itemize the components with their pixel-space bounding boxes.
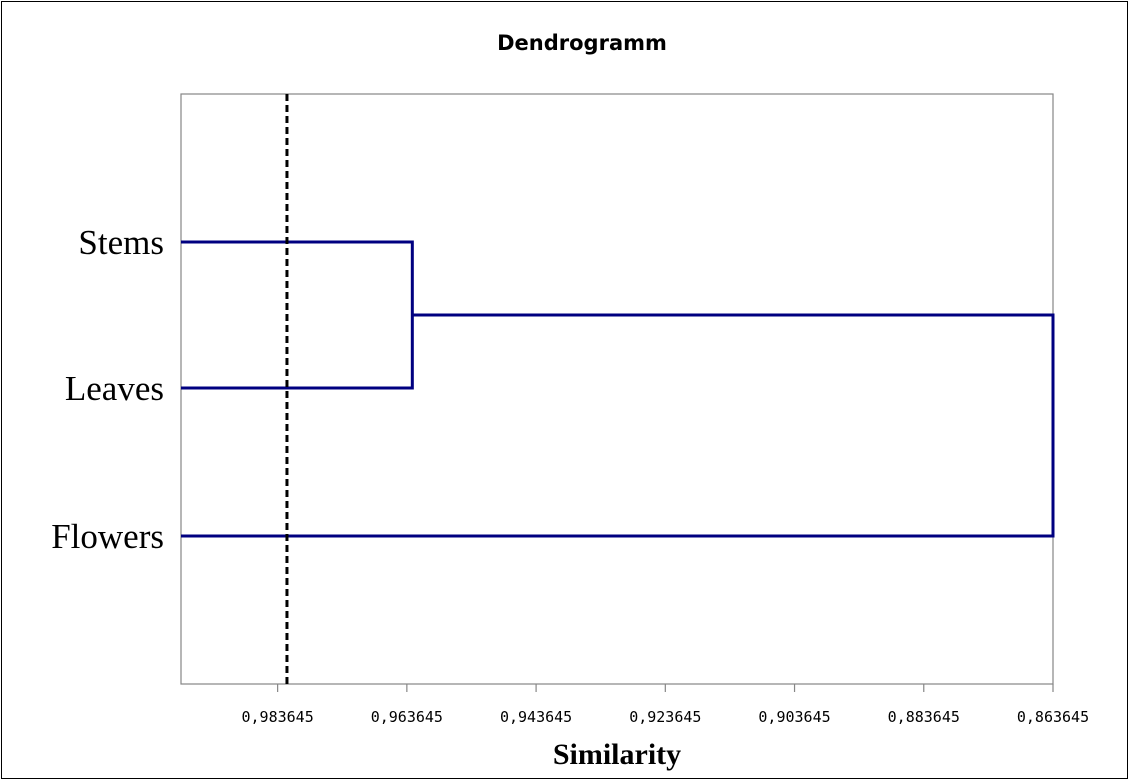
chart-title: Dendrogramm xyxy=(497,31,667,55)
x-tick-label: 0,883645 xyxy=(888,708,960,726)
x-tick-label: 0,923645 xyxy=(629,708,701,726)
x-tick-label: 0,903645 xyxy=(758,708,830,726)
x-axis-label: Similarity xyxy=(553,738,681,771)
link-cluster-flowers xyxy=(181,313,1055,538)
leaf-label-flowers: Flowers xyxy=(51,517,164,556)
x-tick-label: 0,963645 xyxy=(371,708,443,726)
link-stems-leaves xyxy=(181,240,414,390)
x-tick-label: 0,863645 xyxy=(1017,708,1089,726)
x-tick-label: 0,943645 xyxy=(500,708,572,726)
leaf-label-leaves: Leaves xyxy=(65,369,164,408)
x-tick-label: 0,983645 xyxy=(242,708,314,726)
leaf-label-stems: Stems xyxy=(78,223,164,262)
